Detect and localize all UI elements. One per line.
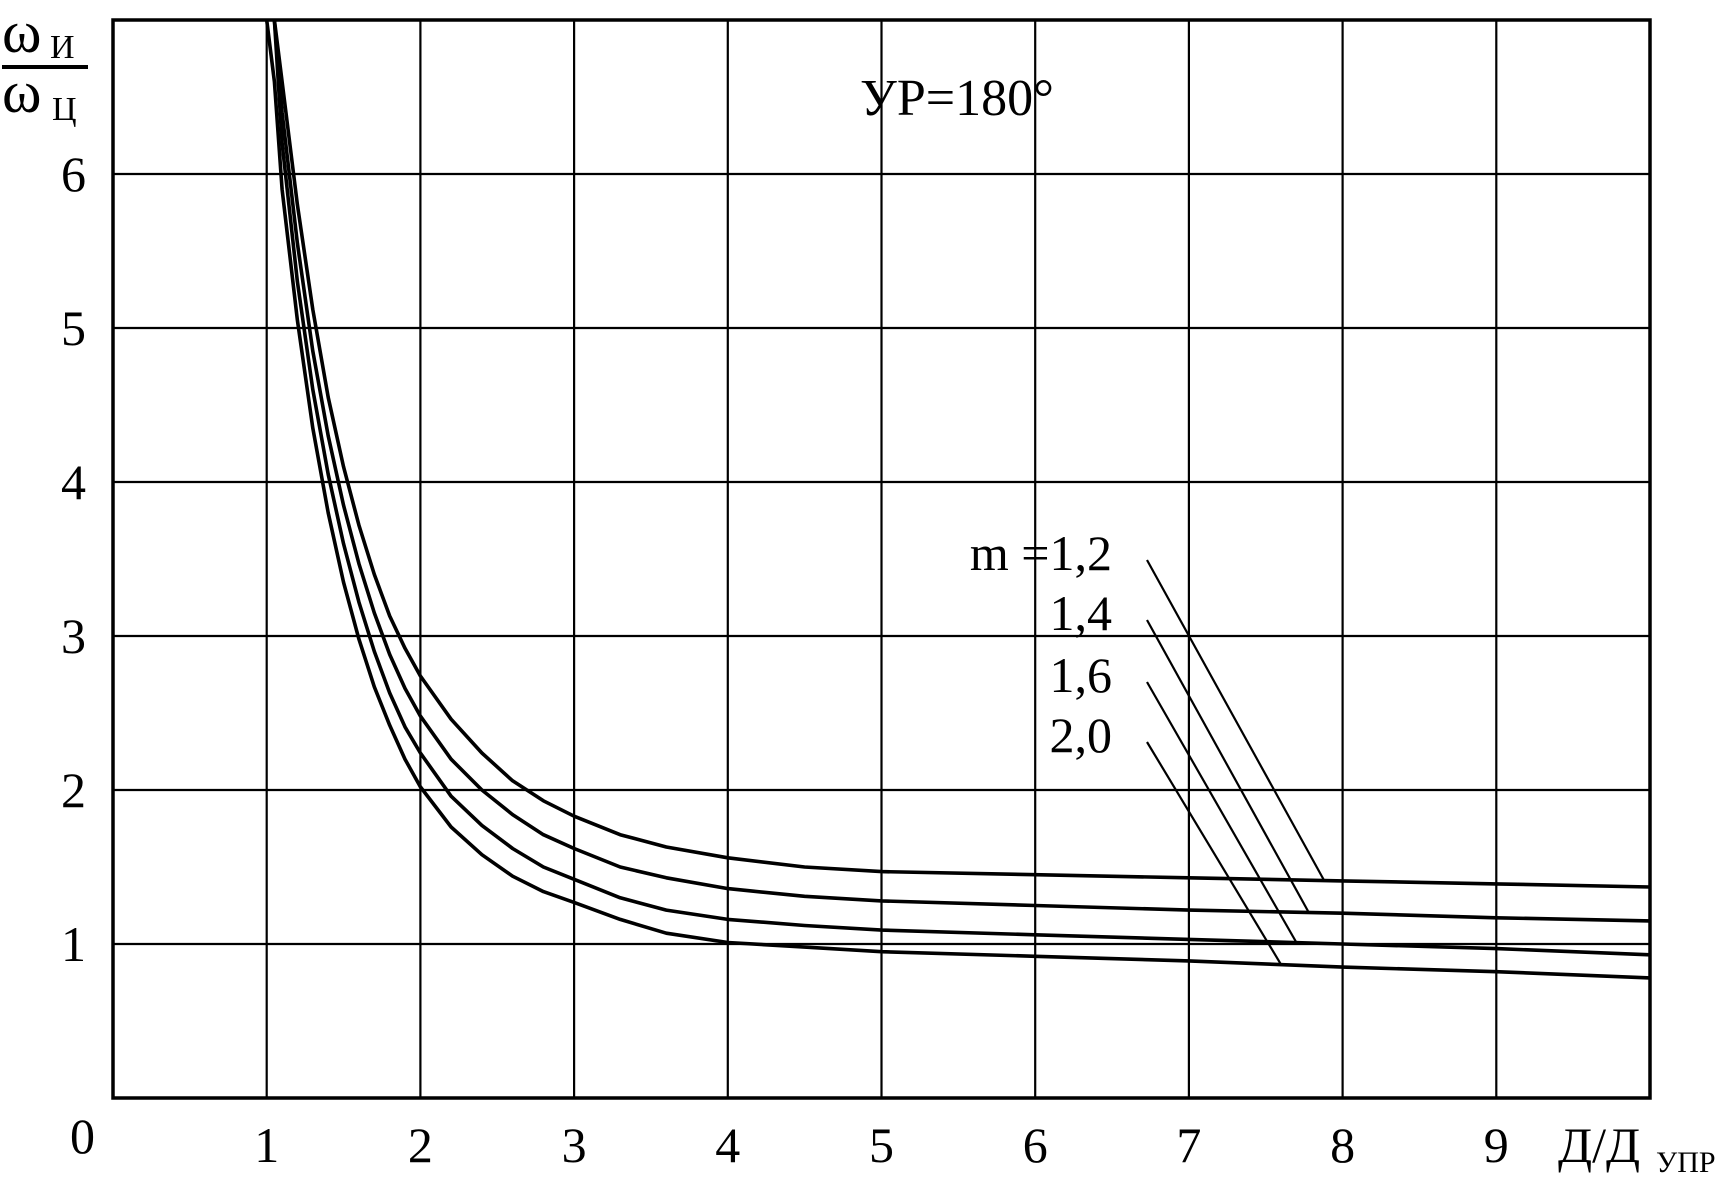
x-tick-label: 4: [715, 1117, 740, 1173]
y-tick-label: 4: [61, 454, 86, 510]
x-tick-label: 5: [869, 1117, 894, 1173]
series-line-0: [272, 20, 1650, 889]
x-label-sub: УПР: [1656, 1146, 1716, 1179]
x-tick-label: 9: [1484, 1117, 1509, 1173]
x-tick-labels: 1 2 3 4 5 6 7 8 9: [254, 1117, 1509, 1173]
curves: [264, 20, 1650, 980]
x-label-main: Д/Д: [1558, 1117, 1640, 1173]
x-axis-label: Д/Д УПР: [1558, 1117, 1716, 1179]
x-tick-label: 1: [254, 1117, 279, 1173]
plot-frame: [111, 18, 1652, 1100]
x-tick-label: 2: [408, 1117, 433, 1173]
leader-lines: [1146, 559, 1326, 966]
y-tick-label: 3: [61, 608, 86, 664]
leader-line-0: [1146, 559, 1326, 882]
grid: [113, 20, 1650, 1098]
origin-label: 0: [70, 1108, 95, 1164]
x-tick-label: 6: [1023, 1117, 1048, 1173]
series-label-0: m =1,2: [970, 525, 1112, 581]
y-tick-label: 1: [61, 916, 86, 972]
series-line-1: [272, 20, 1650, 923]
series-label-3: 2,0: [1050, 707, 1113, 763]
y-label-denominator: ω: [2, 59, 42, 125]
y-tick-label: 5: [61, 300, 86, 356]
leader-line-1: [1146, 619, 1310, 914]
y-axis-label: ω И ω Ц: [2, 0, 88, 128]
leader-line-2: [1146, 681, 1298, 944]
series-line-3: [264, 20, 1650, 980]
x-tick-label: 3: [562, 1117, 587, 1173]
x-tick-label: 7: [1176, 1117, 1201, 1173]
x-tick-label: 8: [1330, 1117, 1355, 1173]
y-tick-label: 6: [61, 146, 86, 202]
series-labels: m =1,21,4 1,62,0: [970, 525, 1112, 763]
series-label-2: 1,6: [1050, 647, 1113, 703]
series-line-2: [272, 20, 1650, 957]
y-label-numerator-sub: И: [50, 29, 75, 66]
y-tick-labels: 1 2 3 4 5 6: [61, 146, 86, 972]
y-tick-label: 2: [61, 762, 86, 818]
y-label-denominator-sub: Ц: [52, 91, 77, 128]
leader-line-3: [1146, 741, 1283, 966]
y-label-numerator: ω: [2, 0, 42, 65]
series-label-1: 1,4: [1050, 585, 1113, 641]
annotation-ur: УР=180°: [860, 70, 1054, 127]
